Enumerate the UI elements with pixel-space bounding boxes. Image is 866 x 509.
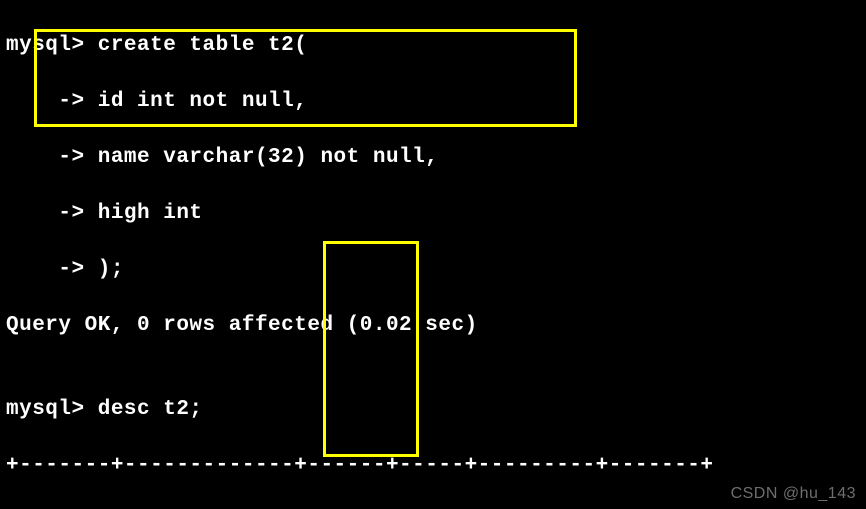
line-create-table: mysql> create table t2( <box>6 32 860 60</box>
line-col-name: -> name varchar(32) not null, <box>6 144 860 172</box>
line-desc-cmd: mysql> desc t2; <box>6 396 860 424</box>
line-table-border-top: +-------+-------------+------+-----+----… <box>6 452 860 480</box>
terminal-output: mysql> create table t2( -> id int not nu… <box>0 0 866 509</box>
line-col-id: -> id int not null, <box>6 88 860 116</box>
line-close-paren: -> ); <box>6 256 860 284</box>
line-query-ok: Query OK, 0 rows affected (0.02 sec) <box>6 312 860 340</box>
line-col-high: -> high int <box>6 200 860 228</box>
watermark-text: CSDN @hu_143 <box>731 485 856 503</box>
